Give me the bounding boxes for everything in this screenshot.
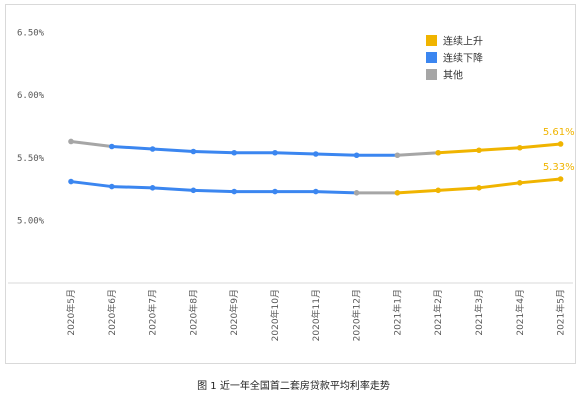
x-tick-label: 2020年6月: [106, 289, 118, 336]
series-points: [68, 138, 564, 196]
series-1-segment: [395, 151, 440, 157]
x-tick-label: 2020年7月: [147, 289, 159, 336]
legend-swatch: [426, 52, 437, 63]
series-2-segment: [151, 186, 195, 192]
series-1-segment: [477, 146, 522, 152]
series-1-segment: [110, 144, 155, 151]
x-tick-label: 2020年8月: [187, 289, 199, 336]
series-1-segment: [151, 147, 195, 153]
series-2-segment: [191, 188, 236, 194]
series-1-point: [313, 151, 319, 157]
series-2-point: [149, 185, 156, 191]
series-1-point: [435, 149, 442, 156]
series-1-point: [68, 138, 74, 145]
series-1-point: [272, 149, 278, 156]
series-1-point: [394, 152, 401, 159]
y-tick-label: 6.50%: [17, 29, 45, 39]
axes: 5.00% 5.50% 6.00% 6.50% 2020年5月 2020年6月 2020年7…: [8, 29, 573, 341]
series-1-segment: [518, 142, 563, 150]
x-tick-label: 2020年5月: [65, 289, 77, 336]
series-2-point: [517, 180, 523, 186]
series-2-point: [435, 187, 442, 194]
x-tick-label: 2020年11月: [310, 289, 322, 341]
series-1-point: [476, 147, 482, 154]
series-1-point: [517, 144, 523, 151]
y-tick-label: 5.50%: [17, 154, 45, 164]
legend-label: 连续下降: [443, 52, 483, 65]
series-1-segment: [69, 139, 114, 148]
series-1-segment: [436, 148, 481, 155]
series-1-point: [231, 149, 237, 156]
series-2-end-label: 5.33%: [543, 162, 575, 173]
series-2-point: [394, 190, 401, 196]
legend-label: 连续上升: [443, 35, 483, 48]
series-2-segment: [314, 190, 359, 195]
series-1-point: [149, 146, 156, 152]
y-tick-label: 6.00%: [17, 91, 45, 101]
x-tick-label: 2020年12月: [351, 289, 363, 341]
series-2-segment: [69, 180, 114, 189]
series-1-segment: [314, 152, 359, 157]
series-2-point: [476, 185, 482, 191]
series-2-segment: [518, 177, 563, 185]
series-2-point: [272, 188, 278, 195]
x-tick-label: 2021年2月: [432, 289, 444, 336]
series-1-point: [190, 148, 197, 155]
x-tick-label: 2021年5月: [555, 289, 567, 336]
series-1-segment: [273, 151, 318, 156]
series-2-point: [109, 183, 115, 190]
x-tick-label: 2021年1月: [391, 289, 403, 336]
y-tick-label: 5.00%: [17, 216, 45, 226]
series-2-point: [231, 188, 237, 195]
legend-label: 其他: [443, 69, 463, 82]
x-tick-label: 2020年10月: [269, 289, 281, 341]
legend-swatch: [426, 35, 437, 46]
series-1-point: [557, 141, 564, 147]
series-1-point: [109, 143, 115, 150]
series-2-segment: [110, 185, 155, 190]
end-labels: 5.61% 5.33%: [543, 127, 575, 173]
series-2-point: [68, 178, 74, 185]
series-2-point: [190, 187, 197, 194]
series-2-point: [353, 190, 360, 196]
series-1-point: [353, 152, 360, 159]
x-tick-label: 2021年4月: [514, 289, 526, 336]
series-2-segment: [477, 181, 522, 190]
series-1-end-label: 5.61%: [543, 127, 575, 138]
x-tick-label: 2021年3月: [473, 289, 485, 336]
series-2-segment: [395, 188, 440, 195]
figure-caption: 图 1 近一年全国首二套房贷款平均利率走势: [197, 381, 390, 392]
x-tick-label: 2020年9月: [228, 289, 240, 336]
legend-swatch: [426, 69, 437, 80]
chart-frame: 5.00% 5.50% 6.00% 6.50% 2020年5月 2020年6月 2020年7…: [5, 4, 576, 364]
series-1-segment: [191, 150, 236, 155]
series-2-point: [557, 176, 564, 182]
series-2-point: [313, 188, 319, 195]
line-chart: 5.00% 5.50% 6.00% 6.50% 2020年5月 2020年6月 2020年7…: [8, 29, 575, 341]
series-lines: [69, 139, 563, 195]
series-2-segment: [436, 186, 481, 192]
